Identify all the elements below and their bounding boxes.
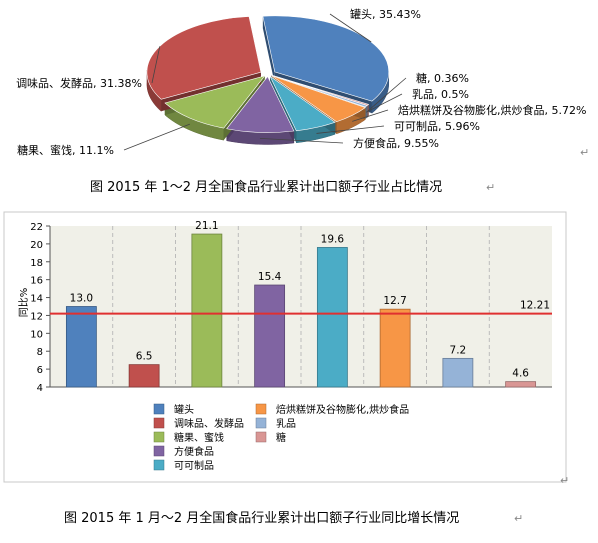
pie-caption-paragraph-mark: ↵ xyxy=(486,181,495,194)
bar-value-label-3: 15.4 xyxy=(258,271,282,283)
pie-leader-line-0 xyxy=(329,13,372,43)
pie-chart-caption: 图 2015 年 1～2 月全国食品行业累计出口额子行业占比情况 xyxy=(90,179,442,195)
pie-slice-label-6: 糖果、蜜饯, 11.1% xyxy=(17,143,114,157)
legend-label-0-3: 方便食品 xyxy=(174,445,214,458)
bar-y-tick-label-5: 14 xyxy=(30,294,43,305)
pie-end-paragraph-mark: ↵ xyxy=(580,146,589,159)
bar-0 xyxy=(65,306,97,388)
bar-value-label-4: 19.6 xyxy=(321,233,345,245)
bar-y-tick-label-8: 20 xyxy=(30,240,43,251)
pie-leader-line-1 xyxy=(367,77,407,112)
bar-y-tick-label-0: 4 xyxy=(37,383,43,394)
bar-end-paragraph-mark: ↵ xyxy=(560,474,569,487)
bar-caption-paragraph-mark: ↵ xyxy=(514,512,523,525)
bar-y-tick-label-6: 16 xyxy=(30,276,43,287)
bar-value-label-6: 7.2 xyxy=(450,344,467,356)
bar-y-tick-label-2: 8 xyxy=(37,347,43,358)
bar-y-axis-label: 同比% xyxy=(18,288,30,318)
bar-y-tick-label-7: 18 xyxy=(30,258,43,269)
pie-leader-line-3 xyxy=(352,109,389,122)
pie-chart: 罐头, 35.43% 糖, 0.36% 乳品, 0.5% 焙烘糕饼及谷物膨化,烘炒食品… xyxy=(16,8,586,157)
bar-1 xyxy=(128,364,160,388)
bar-value-label-5: 12.7 xyxy=(383,295,406,307)
bar-y-tick-label-4: 12 xyxy=(30,311,43,322)
pie-slice-label-2: 乳品, 0.5% xyxy=(412,88,469,101)
pie-slice-label-4: 可可制品, 5.96% xyxy=(394,120,480,133)
pie-slice-7 xyxy=(146,16,262,100)
bar-chart: 4 6 8 10 12 14 16 18 20 22 同比% 13.0 6.5 21.1 15.4 19.6 1… xyxy=(18,220,552,394)
bar-value-label-0: 13.0 xyxy=(70,293,93,305)
pie-slice-5 xyxy=(226,75,295,133)
legend-swatch-0-1 xyxy=(153,417,165,429)
legend-swatch-0-3 xyxy=(153,445,165,457)
bar-7 xyxy=(505,381,537,388)
legend-swatch-0-4 xyxy=(153,459,165,471)
bar-y-tick-label-9: 22 xyxy=(30,222,43,233)
legend-label-1-2: 糖 xyxy=(276,431,286,444)
bar-chart-frame xyxy=(3,211,567,483)
bar-5 xyxy=(379,308,411,388)
pie-slice-6 xyxy=(164,75,266,129)
bar-6 xyxy=(442,357,474,388)
legend-label-0-0: 罐头 xyxy=(174,403,194,416)
legend-label-1-1: 乳品 xyxy=(276,417,296,430)
pie-slice-4 xyxy=(269,75,336,132)
bar-chart-caption: 图 2015 年 1 月～2 月全国食品行业累计出口额子行业同比增长情况 xyxy=(64,510,459,526)
legend-swatch-1-0 xyxy=(255,403,267,415)
bar-value-label-1: 6.5 xyxy=(136,351,153,363)
bar-3 xyxy=(254,284,286,388)
legend-swatch-1-2 xyxy=(255,431,267,443)
legend-label-1-0: 焙烘糕饼及谷物膨化,烘炒食品 xyxy=(276,403,409,416)
bar-value-label-7: 4.6 xyxy=(512,368,529,380)
bar-4 xyxy=(316,247,348,388)
pie-slice-label-3: 焙烘糕饼及谷物膨化,烘炒食品, 5.72% xyxy=(398,103,586,117)
pie-slice-label-5: 方便食品, 9.55% xyxy=(353,136,439,150)
legend-swatch-0-0 xyxy=(153,403,165,415)
pie-slice-3 xyxy=(271,75,366,123)
pie-slice-label-1: 糖, 0.36% xyxy=(416,71,469,85)
pie-slice-wall-0-0 xyxy=(262,16,275,84)
pie-slice-2 xyxy=(271,74,368,108)
legend-label-0-2: 糖果、蜜饯 xyxy=(174,431,224,444)
pie-leader-line-4 xyxy=(316,125,385,134)
pie-leader-line-2 xyxy=(365,93,403,113)
bar-value-label-2: 21.1 xyxy=(195,220,218,232)
bar-y-tick-label-1: 6 xyxy=(37,365,43,376)
legend-swatch-0-2 xyxy=(153,431,165,443)
legend-label-0-4: 可可制品 xyxy=(174,459,214,472)
bar-2 xyxy=(191,233,223,388)
pie-leader-line-6 xyxy=(123,123,190,151)
legend-swatch-1-1 xyxy=(255,417,267,429)
pie-slice-label-0: 罐头, 35.43% xyxy=(350,8,421,21)
pie-leader-line-7 xyxy=(151,46,161,84)
pie-leader-line-5 xyxy=(259,137,344,144)
legend-label-0-1: 调味品、发酵品 xyxy=(174,417,244,430)
bar-average-line-label: 12.21 xyxy=(520,300,550,312)
bar-y-tick-label-3: 10 xyxy=(30,329,43,340)
pie-slice-label-7: 调味品、发酵品, 31.38% xyxy=(16,76,142,90)
